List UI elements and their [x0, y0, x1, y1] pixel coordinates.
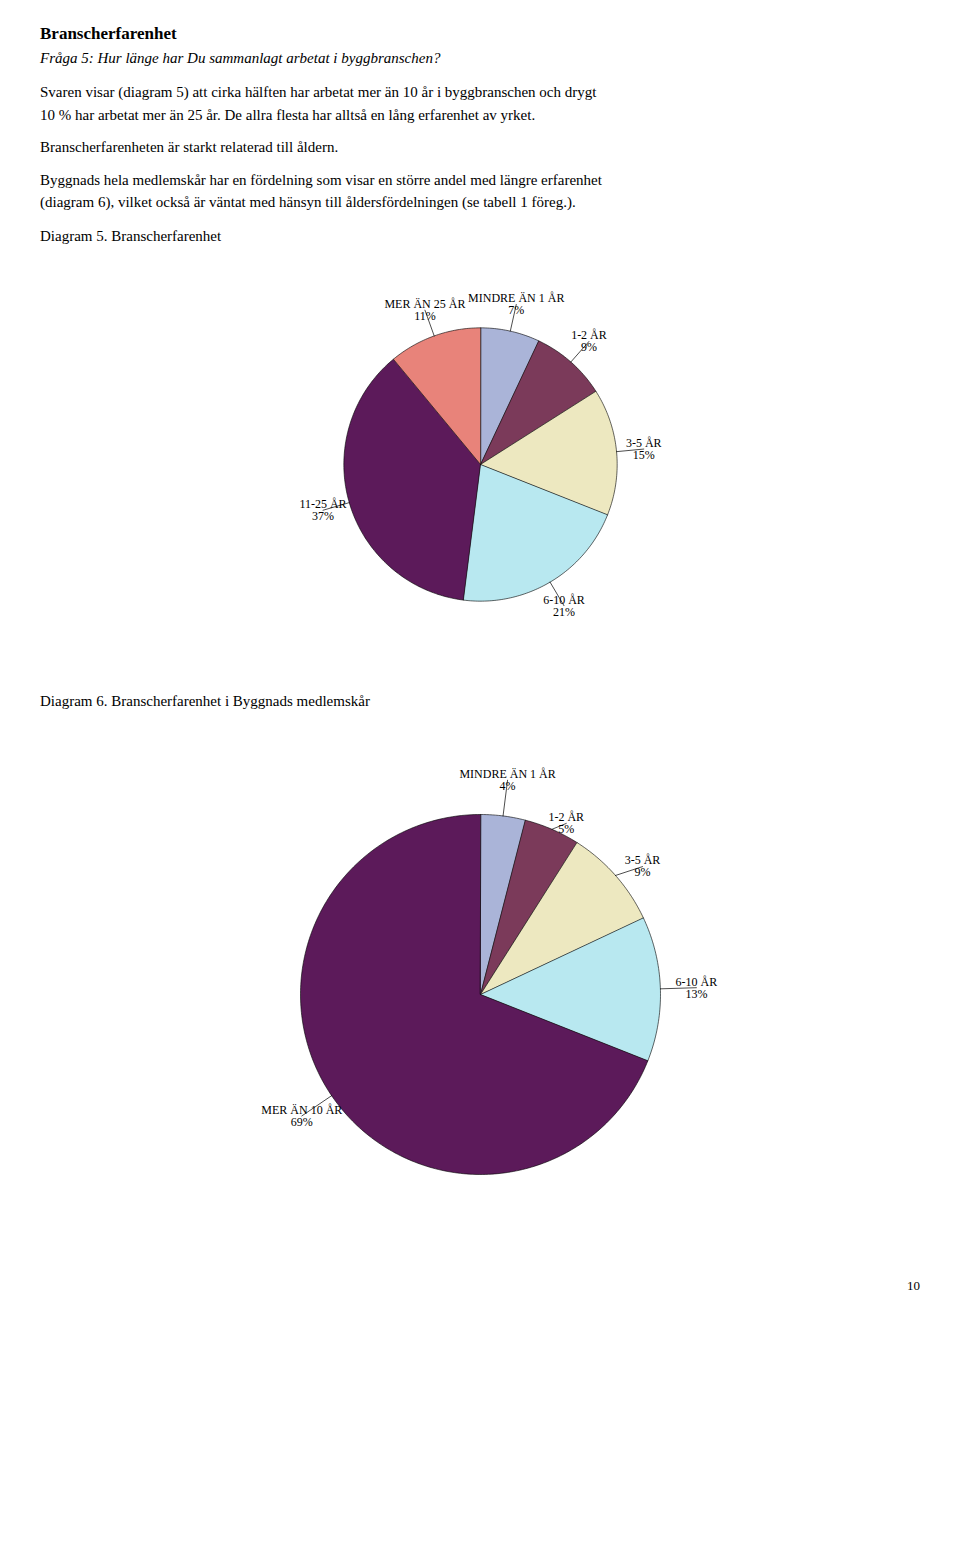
- svg-text:1-2 ÅR9%: 1-2 ÅR9%: [571, 328, 607, 354]
- html-text:Svaren visar (diagram 5) att c: Svaren visar (diagram 5) att cirka hälft…: [40, 84, 597, 123]
- html-text:Diagram 6. Branscherfarenhet i: Diagram 6. Branscherfarenhet i Byggnads …: [40, 692, 370, 709]
- html-text:Fråga 5: Hur länge har Du samm: Fråga 5: Hur länge har Du sammanlagt arb…: [40, 50, 441, 66]
- svg-text:1-2 ÅR5%: 1-2 ÅR5%: [548, 810, 584, 836]
- svg-text:6-10 ÅR13%: 6-10 ÅR13%: [676, 974, 718, 1000]
- html-text:Branscherfarenhet: Branscherfarenhet: [40, 24, 177, 43]
- html-text:10: 10: [907, 1277, 920, 1293]
- svg-text:MINDRE ÄN 1 ÅR7%: MINDRE ÄN 1 ÅR7%: [468, 291, 564, 317]
- svg-text:MINDRE ÄN 1 ÅR4%: MINDRE ÄN 1 ÅR4%: [459, 767, 555, 793]
- svg-text:11-25 ÅR37%: 11-25 ÅR37%: [299, 497, 346, 523]
- html-text:Diagram 5. Branscherfarenhet: Diagram 5. Branscherfarenhet: [40, 227, 222, 244]
- svg-text:6-10 ÅR21%: 6-10 ÅR21%: [543, 592, 585, 618]
- svg-text:MER ÄN 10 ÅR69%: MER ÄN 10 ÅR69%: [261, 1102, 342, 1128]
- svg-text:3-5 ÅR9%: 3-5 ÅR9%: [625, 853, 661, 879]
- html-text:Byggnads hela medlemskår har e: Byggnads hela medlemskår har en fördelni…: [40, 171, 602, 210]
- svg-text:MER ÄN 25 ÅR11%: MER ÄN 25 ÅR11%: [384, 297, 465, 323]
- html-text:Branscherfarenheten är starkt: Branscherfarenheten är starkt relaterad …: [40, 139, 339, 155]
- svg-text:3-5 ÅR15%: 3-5 ÅR15%: [626, 435, 662, 461]
